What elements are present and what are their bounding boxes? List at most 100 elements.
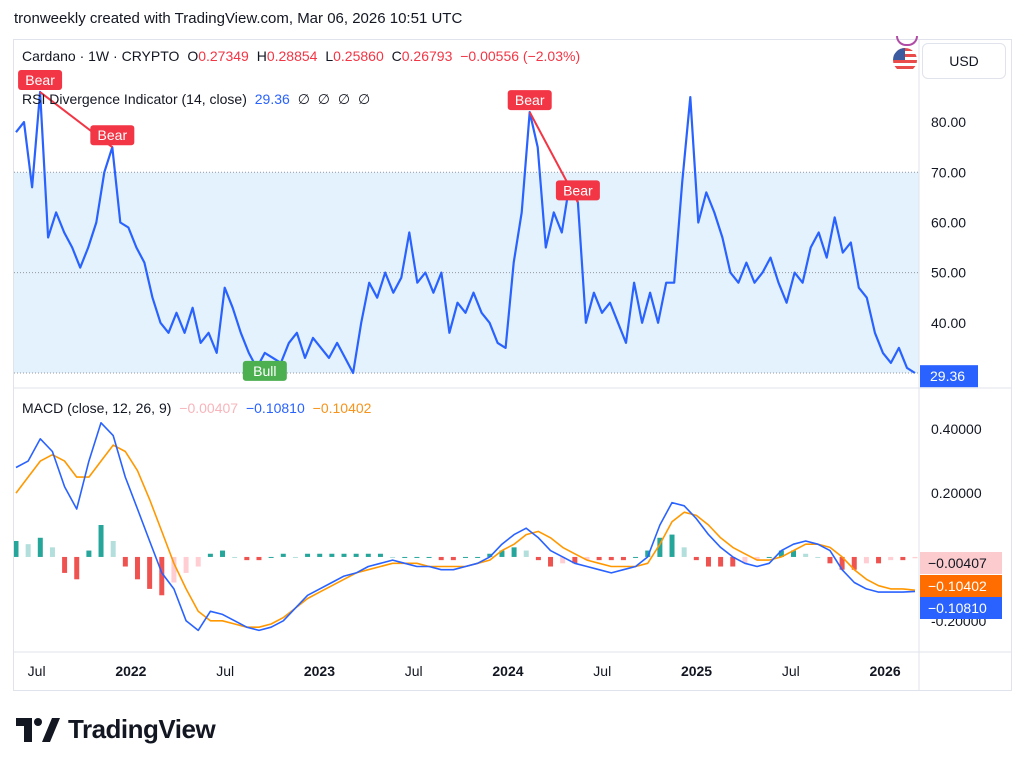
macd-histogram-bar: [535, 556, 541, 561]
macd-histogram-bar: [195, 556, 201, 567]
snapshot-caption: tronweekly created with TradingView.com,…: [14, 10, 463, 27]
bear-signal-badge: [90, 125, 135, 146]
tradingview-logo[interactable]: TradingView: [16, 714, 216, 745]
rsi-last-value-badge: [920, 365, 978, 388]
open-label: O: [187, 48, 199, 64]
macd-histogram-bar: [159, 556, 165, 596]
macd-histogram-bar: [134, 556, 140, 580]
macd-histogram-bar: [839, 556, 845, 570]
empty-value-icon: ∅: [297, 91, 310, 107]
macd-histogram-bar: [14, 540, 19, 557]
bear-signal-label: Bear: [25, 72, 55, 88]
macd-histogram-bar: [888, 556, 894, 561]
rsi-tick-label: 80.00: [931, 114, 966, 130]
macd-tick-label: 0.40000: [931, 421, 982, 437]
rsi-last-value-label: 29.36: [930, 368, 965, 384]
macd-histogram-bar: [377, 553, 383, 557]
macd-histogram-bar: [657, 537, 663, 557]
time-axis-label: 2023: [304, 663, 335, 679]
macd-histogram-bar: [220, 550, 226, 557]
macd-histogram-bar: [122, 556, 128, 567]
tradingview-logo-icon: [16, 717, 60, 742]
macd-histogram-bar: [608, 556, 614, 561]
rsi-legend-name[interactable]: RSI Divergence Indicator (14, close): [22, 91, 247, 107]
macd-histogram-bar: [25, 544, 31, 557]
macd-histogram-bar: [390, 556, 396, 558]
macd-histogram-bar: [633, 556, 639, 558]
macd-histogram-bar: [317, 553, 323, 557]
time-axis-label: Jul: [782, 663, 800, 679]
macd-line: [15, 422, 916, 632]
macd-histogram-bar: [365, 553, 371, 557]
macd-histogram-bar: [353, 553, 359, 557]
empty-value-icon: ∅: [357, 91, 371, 107]
empty-value-icon: ∅: [317, 91, 330, 107]
macd-histogram-bar: [705, 556, 711, 567]
rsi-tick-label: 70.00: [931, 164, 966, 180]
rsi-tick-label: 40.00: [931, 315, 966, 331]
macd-histogram-bar: [329, 553, 335, 557]
macd-histogram-bar: [292, 556, 298, 558]
macd-histogram-bar: [900, 556, 906, 561]
time-axis-label: Jul: [405, 663, 423, 679]
time-axis-label: 2026: [869, 663, 900, 679]
macd-histogram-bar: [475, 556, 481, 558]
macd-histogram-bar: [827, 556, 833, 564]
rsi-legend[interactable]: RSI Divergence Indicator (14, close) 29.…: [22, 91, 374, 108]
symbol-legend[interactable]: Cardano · 1W · CRYPTO O0.27349 H0.28854 …: [22, 48, 584, 64]
macd-histogram-bar: [147, 556, 153, 589]
macd-histogram-bar: [620, 556, 626, 561]
macd-histogram-bar: [232, 556, 238, 558]
macd-signal-line: [15, 444, 916, 628]
macd-histogram-bar: [98, 525, 104, 557]
macd-line-badge: [920, 597, 1002, 619]
macd-histogram-bar: [86, 550, 92, 557]
bear-signal-badge: [18, 70, 63, 91]
macd-histogram-bar: [341, 553, 347, 557]
macd-legend[interactable]: MACD (close, 12, 26, 9) −0.00407 −0.1081…: [22, 400, 375, 416]
chart-canvas[interactable]: 80.00 70.00 60.00 50.00 40.00 Bear Bear Bear Bea…: [14, 40, 1011, 690]
macd-histogram-bar: [912, 556, 918, 559]
macd-histogram-bar: [693, 556, 699, 561]
macd-histogram-bar: [305, 553, 311, 557]
macd-histogram-bar: [244, 556, 250, 561]
macd-histogram-bar: [207, 553, 213, 557]
bear-signal-label: Bear: [563, 182, 593, 198]
macd-histogram-bar: [49, 547, 55, 557]
close-label: C: [391, 48, 402, 64]
symbol-title[interactable]: Cardano · 1W · CRYPTO: [22, 48, 180, 64]
low-value: 0.25860: [333, 48, 384, 64]
macd-signal-badge: [920, 575, 1002, 597]
macd-histogram-bar: [572, 556, 578, 564]
macd-histogram-bar: [645, 550, 651, 557]
tradingview-wordmark: TradingView: [68, 714, 216, 744]
macd-histogram-badge-label: −0.00407: [928, 555, 987, 571]
macd-tick-label: 0.20000: [931, 485, 982, 501]
macd-histogram-bar: [596, 556, 602, 561]
open-value: 0.27349: [198, 48, 249, 64]
bear-signal-label: Bear: [98, 127, 128, 143]
macd-histogram-bar: [438, 556, 444, 561]
macd-legend-name[interactable]: MACD (close, 12, 26, 9): [22, 400, 172, 416]
rsi-tick-label: 60.00: [931, 214, 966, 230]
macd-histogram-bar: [511, 547, 517, 557]
macd-histogram-bar: [766, 556, 772, 558]
rsi-legend-value: 29.36: [254, 91, 290, 107]
us-flag-icon[interactable]: [893, 48, 917, 72]
time-axis-label: Jul: [28, 663, 46, 679]
time-axis-label: 2025: [681, 663, 712, 679]
currency-button[interactable]: USD: [922, 43, 1006, 79]
bear-signal-label: Bear: [515, 92, 545, 108]
macd-line-badge-label: −0.10810: [928, 600, 987, 616]
macd-histogram-bar: [669, 534, 675, 557]
macd-histogram-bar: [414, 556, 420, 558]
macd-histogram-bar: [37, 537, 43, 557]
chart-frame[interactable]: 80.00 70.00 60.00 50.00 40.00 Bear Bear Bear Bea…: [13, 39, 1012, 691]
high-value: 0.28854: [266, 48, 318, 64]
macd-histogram-bar: [463, 556, 468, 558]
macd-signal-badge-label: −0.10402: [928, 578, 987, 594]
macd-histogram-bar: [402, 556, 408, 558]
macd-histogram-bar: [718, 556, 724, 567]
time-axis-label: Jul: [216, 663, 234, 679]
macd-histogram-bar: [523, 550, 529, 557]
